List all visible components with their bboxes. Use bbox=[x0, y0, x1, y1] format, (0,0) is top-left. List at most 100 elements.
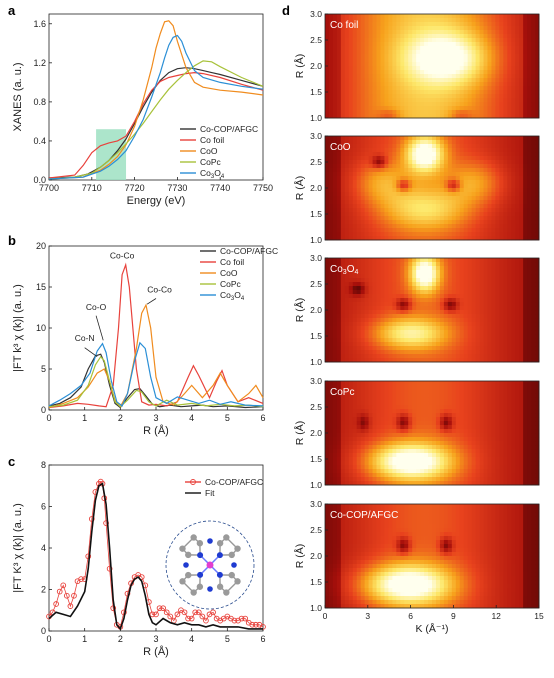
heat-cell bbox=[443, 74, 449, 79]
heat-cell bbox=[527, 22, 532, 27]
heat-cell bbox=[380, 204, 385, 209]
heat-cell bbox=[356, 232, 362, 237]
heat-cell bbox=[360, 180, 366, 185]
heat-cell bbox=[364, 290, 369, 295]
heat-cell bbox=[491, 98, 496, 103]
heat-cell bbox=[325, 409, 330, 414]
heat-cell bbox=[455, 42, 461, 47]
heat-cell bbox=[479, 168, 484, 173]
heat-cell bbox=[376, 70, 381, 75]
heat-cell bbox=[424, 358, 429, 363]
heat-cell bbox=[451, 176, 457, 181]
heat-cell bbox=[428, 78, 433, 83]
heat-cell bbox=[376, 66, 381, 71]
heat-cell bbox=[527, 216, 532, 221]
heat-cell bbox=[408, 298, 413, 303]
heat-cell bbox=[535, 294, 540, 299]
heat-cell bbox=[495, 188, 500, 193]
heat-cell bbox=[368, 322, 373, 327]
heat-cell bbox=[491, 176, 496, 181]
heat-cell bbox=[352, 397, 358, 402]
heat-cell bbox=[479, 322, 484, 327]
heat-cell bbox=[499, 306, 504, 311]
heat-cell bbox=[360, 220, 366, 225]
heat-cell bbox=[511, 204, 516, 209]
heat-cell bbox=[352, 200, 358, 205]
heat-cell bbox=[420, 102, 425, 107]
heat-cell bbox=[356, 34, 362, 39]
heat-cell bbox=[495, 78, 500, 83]
heat-cell bbox=[487, 314, 492, 319]
heat-cell bbox=[348, 258, 354, 263]
heat-cell bbox=[380, 286, 385, 291]
heat-cell bbox=[404, 58, 409, 63]
heat-cell bbox=[491, 381, 496, 386]
heat-cell bbox=[523, 306, 528, 311]
heat-cell bbox=[443, 334, 449, 339]
heat-cell bbox=[479, 42, 484, 47]
heat-cell bbox=[451, 196, 457, 201]
heat-cell bbox=[495, 302, 500, 307]
heat-cell bbox=[499, 98, 504, 103]
heat-cell bbox=[356, 310, 362, 315]
heat-cell bbox=[424, 58, 429, 63]
heat-cell bbox=[507, 110, 512, 115]
heat-cell bbox=[503, 34, 508, 39]
heat-cell bbox=[527, 66, 532, 71]
heat-cell bbox=[511, 152, 516, 157]
heat-cell bbox=[428, 164, 433, 169]
heat-cell bbox=[507, 413, 512, 418]
heat-cell bbox=[328, 188, 334, 193]
heat-cell bbox=[404, 62, 409, 67]
heat-cell bbox=[515, 405, 520, 410]
heat-cell bbox=[380, 216, 385, 221]
heat-cell bbox=[372, 42, 377, 47]
heat-cell bbox=[483, 318, 488, 323]
heat-cell bbox=[483, 14, 488, 19]
heat-cell bbox=[511, 30, 516, 35]
heat-cell bbox=[503, 114, 508, 119]
heat-cell bbox=[328, 192, 334, 197]
legend-entry-3: CoPc bbox=[220, 279, 242, 289]
heat-cell bbox=[507, 168, 512, 173]
heat-cell bbox=[443, 46, 449, 51]
heat-cell bbox=[451, 326, 457, 331]
heat-cell bbox=[364, 18, 369, 23]
heat-cell bbox=[408, 192, 413, 197]
heat-cell bbox=[523, 381, 528, 386]
heat-cell bbox=[420, 389, 425, 394]
heat-cell bbox=[404, 74, 409, 79]
heat-cell bbox=[388, 350, 393, 355]
heat-cell bbox=[443, 310, 449, 315]
heat-cell bbox=[515, 26, 520, 31]
heat-cell bbox=[455, 168, 461, 173]
heat-cell bbox=[352, 212, 358, 217]
heat-cell bbox=[491, 14, 496, 19]
heat-cell bbox=[364, 86, 369, 91]
heat-cell bbox=[515, 318, 520, 323]
heat-cell bbox=[447, 385, 453, 390]
heat-cell bbox=[479, 385, 484, 390]
heat-cell bbox=[404, 282, 409, 287]
heat-cell bbox=[328, 220, 334, 225]
heat-cell bbox=[432, 176, 437, 181]
heat-cell bbox=[428, 350, 433, 355]
heat-cell bbox=[344, 397, 350, 402]
heat-cell bbox=[356, 74, 362, 79]
heat-cell bbox=[503, 54, 508, 59]
heat-cell bbox=[396, 102, 401, 107]
heat-cell bbox=[376, 397, 381, 402]
heat-cell bbox=[519, 160, 524, 165]
heat-cell bbox=[368, 86, 373, 91]
heat-cell bbox=[471, 266, 476, 271]
heat-cell bbox=[380, 314, 385, 319]
heat-cell bbox=[372, 318, 377, 323]
heat-cell bbox=[380, 62, 385, 67]
heat-cell bbox=[428, 200, 433, 205]
heat-cell bbox=[463, 224, 469, 229]
heat-cell bbox=[384, 148, 389, 153]
heat-cell bbox=[372, 397, 377, 402]
heat-cell bbox=[459, 34, 465, 39]
heat-cell bbox=[392, 58, 397, 63]
heat-cell bbox=[499, 114, 504, 119]
